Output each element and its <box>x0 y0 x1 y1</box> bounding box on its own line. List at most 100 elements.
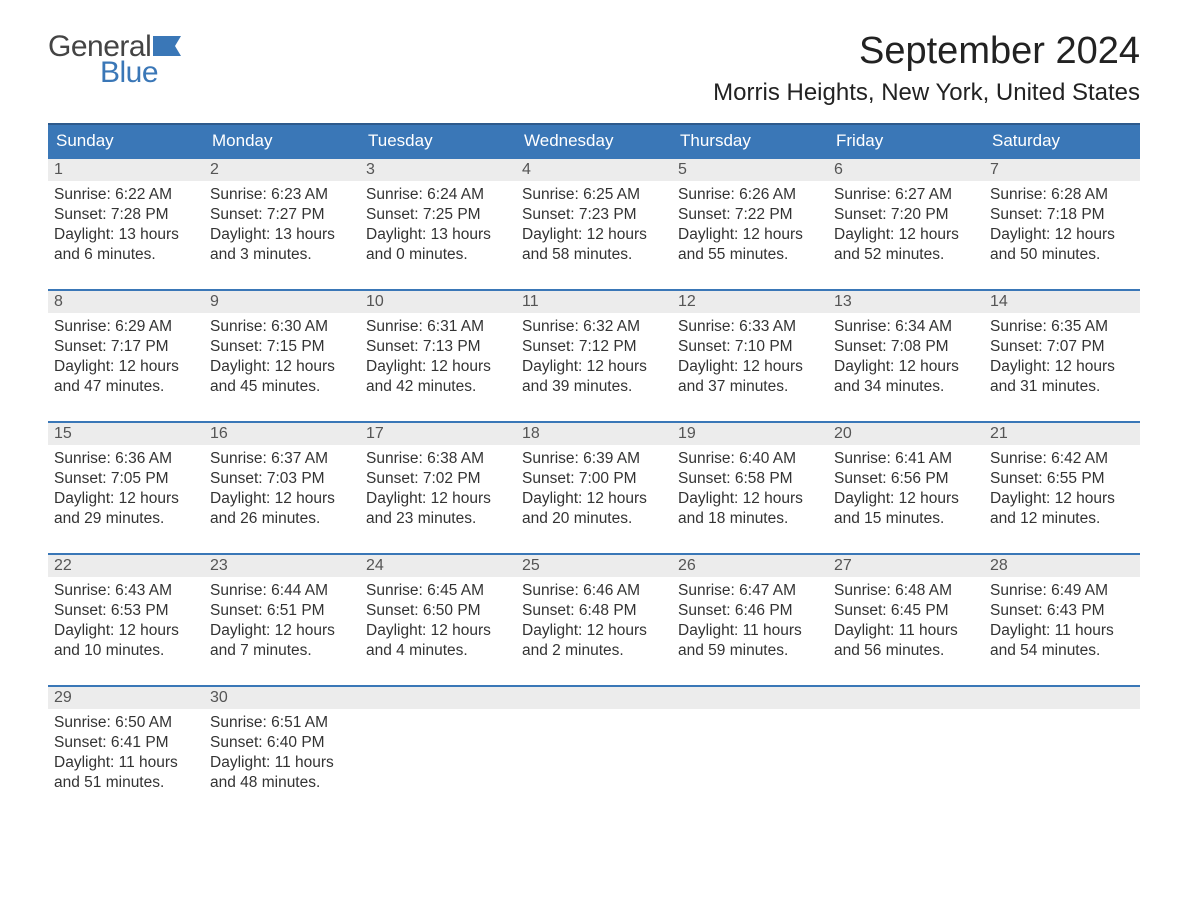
day-number <box>984 687 1140 709</box>
day-sunrise: Sunrise: 6:38 AM <box>366 449 510 469</box>
day-sunrise: Sunrise: 6:29 AM <box>54 317 198 337</box>
day-dl2: and 42 minutes. <box>366 377 510 397</box>
day-number: 30 <box>204 687 360 709</box>
day-number <box>672 687 828 709</box>
day-sunrise: Sunrise: 6:40 AM <box>678 449 822 469</box>
day-dl2: and 29 minutes. <box>54 509 198 529</box>
day-dl2: and 2 minutes. <box>522 641 666 661</box>
day-dl2: and 23 minutes. <box>366 509 510 529</box>
day-dl2: and 34 minutes. <box>834 377 978 397</box>
day-dl1: Daylight: 12 hours <box>990 489 1134 509</box>
dow-cell: Friday <box>828 125 984 157</box>
weeks-container: 1Sunrise: 6:22 AMSunset: 7:28 PMDaylight… <box>48 157 1140 797</box>
day-cell: 8Sunrise: 6:29 AMSunset: 7:17 PMDaylight… <box>48 291 204 401</box>
day-dl2: and 51 minutes. <box>54 773 198 793</box>
day-sunrise: Sunrise: 6:23 AM <box>210 185 354 205</box>
day-body: Sunrise: 6:40 AMSunset: 6:58 PMDaylight:… <box>672 445 828 530</box>
day-dl1: Daylight: 12 hours <box>366 621 510 641</box>
day-dl1: Daylight: 12 hours <box>678 489 822 509</box>
day-number: 27 <box>828 555 984 577</box>
day-sunset: Sunset: 6:58 PM <box>678 469 822 489</box>
day-body: Sunrise: 6:43 AMSunset: 6:53 PMDaylight:… <box>48 577 204 662</box>
day-dl2: and 47 minutes. <box>54 377 198 397</box>
week-row: 15Sunrise: 6:36 AMSunset: 7:05 PMDayligh… <box>48 421 1140 533</box>
day-body: Sunrise: 6:35 AMSunset: 7:07 PMDaylight:… <box>984 313 1140 398</box>
day-number: 8 <box>48 291 204 313</box>
day-sunset: Sunset: 7:20 PM <box>834 205 978 225</box>
day-dl2: and 58 minutes. <box>522 245 666 265</box>
dow-cell: Wednesday <box>516 125 672 157</box>
day-sunset: Sunset: 7:00 PM <box>522 469 666 489</box>
day-sunset: Sunset: 6:40 PM <box>210 733 354 753</box>
day-dl1: Daylight: 12 hours <box>366 489 510 509</box>
day-dl2: and 45 minutes. <box>210 377 354 397</box>
day-sunrise: Sunrise: 6:42 AM <box>990 449 1134 469</box>
day-sunrise: Sunrise: 6:24 AM <box>366 185 510 205</box>
empty-day-cell <box>984 687 1140 797</box>
day-body: Sunrise: 6:30 AMSunset: 7:15 PMDaylight:… <box>204 313 360 398</box>
day-dl1: Daylight: 11 hours <box>54 753 198 773</box>
day-number: 22 <box>48 555 204 577</box>
month-title: September 2024 <box>713 30 1140 73</box>
day-body: Sunrise: 6:31 AMSunset: 7:13 PMDaylight:… <box>360 313 516 398</box>
day-number: 16 <box>204 423 360 445</box>
day-sunrise: Sunrise: 6:46 AM <box>522 581 666 601</box>
day-body: Sunrise: 6:45 AMSunset: 6:50 PMDaylight:… <box>360 577 516 662</box>
day-sunrise: Sunrise: 6:45 AM <box>366 581 510 601</box>
day-cell: 4Sunrise: 6:25 AMSunset: 7:23 PMDaylight… <box>516 159 672 269</box>
day-sunset: Sunset: 7:18 PM <box>990 205 1134 225</box>
day-cell: 5Sunrise: 6:26 AMSunset: 7:22 PMDaylight… <box>672 159 828 269</box>
day-body: Sunrise: 6:24 AMSunset: 7:25 PMDaylight:… <box>360 181 516 266</box>
day-sunrise: Sunrise: 6:34 AM <box>834 317 978 337</box>
day-body: Sunrise: 6:49 AMSunset: 6:43 PMDaylight:… <box>984 577 1140 662</box>
day-sunset: Sunset: 7:17 PM <box>54 337 198 357</box>
day-cell: 29Sunrise: 6:50 AMSunset: 6:41 PMDayligh… <box>48 687 204 797</box>
day-dl2: and 39 minutes. <box>522 377 666 397</box>
day-dl1: Daylight: 13 hours <box>210 225 354 245</box>
day-sunset: Sunset: 7:08 PM <box>834 337 978 357</box>
day-dl2: and 7 minutes. <box>210 641 354 661</box>
day-dl2: and 15 minutes. <box>834 509 978 529</box>
day-dl2: and 55 minutes. <box>678 245 822 265</box>
day-body: Sunrise: 6:47 AMSunset: 6:46 PMDaylight:… <box>672 577 828 662</box>
day-sunset: Sunset: 7:07 PM <box>990 337 1134 357</box>
day-cell: 13Sunrise: 6:34 AMSunset: 7:08 PMDayligh… <box>828 291 984 401</box>
day-cell: 26Sunrise: 6:47 AMSunset: 6:46 PMDayligh… <box>672 555 828 665</box>
day-number: 13 <box>828 291 984 313</box>
day-dl2: and 56 minutes. <box>834 641 978 661</box>
logo: General Blue <box>48 30 181 90</box>
day-dl1: Daylight: 11 hours <box>678 621 822 641</box>
dow-cell: Thursday <box>672 125 828 157</box>
day-number: 24 <box>360 555 516 577</box>
day-dl1: Daylight: 12 hours <box>678 357 822 377</box>
day-cell: 1Sunrise: 6:22 AMSunset: 7:28 PMDaylight… <box>48 159 204 269</box>
day-dl2: and 50 minutes. <box>990 245 1134 265</box>
week-row: 1Sunrise: 6:22 AMSunset: 7:28 PMDaylight… <box>48 157 1140 269</box>
day-number: 21 <box>984 423 1140 445</box>
day-cell: 16Sunrise: 6:37 AMSunset: 7:03 PMDayligh… <box>204 423 360 533</box>
day-sunset: Sunset: 7:10 PM <box>678 337 822 357</box>
day-dl1: Daylight: 13 hours <box>54 225 198 245</box>
day-body: Sunrise: 6:34 AMSunset: 7:08 PMDaylight:… <box>828 313 984 398</box>
day-body: Sunrise: 6:22 AMSunset: 7:28 PMDaylight:… <box>48 181 204 266</box>
day-body: Sunrise: 6:29 AMSunset: 7:17 PMDaylight:… <box>48 313 204 398</box>
day-sunrise: Sunrise: 6:33 AM <box>678 317 822 337</box>
location-subtitle: Morris Heights, New York, United States <box>713 79 1140 107</box>
day-sunset: Sunset: 6:50 PM <box>366 601 510 621</box>
day-sunset: Sunset: 7:27 PM <box>210 205 354 225</box>
day-body: Sunrise: 6:42 AMSunset: 6:55 PMDaylight:… <box>984 445 1140 530</box>
day-sunrise: Sunrise: 6:41 AM <box>834 449 978 469</box>
empty-day-cell <box>828 687 984 797</box>
day-sunset: Sunset: 7:03 PM <box>210 469 354 489</box>
day-sunset: Sunset: 7:22 PM <box>678 205 822 225</box>
day-sunset: Sunset: 7:28 PM <box>54 205 198 225</box>
day-body: Sunrise: 6:25 AMSunset: 7:23 PMDaylight:… <box>516 181 672 266</box>
day-dl1: Daylight: 12 hours <box>54 357 198 377</box>
day-dl2: and 59 minutes. <box>678 641 822 661</box>
day-number: 11 <box>516 291 672 313</box>
title-block: September 2024 Morris Heights, New York,… <box>713 30 1140 107</box>
day-number <box>516 687 672 709</box>
day-number: 15 <box>48 423 204 445</box>
day-sunrise: Sunrise: 6:44 AM <box>210 581 354 601</box>
day-dl1: Daylight: 11 hours <box>990 621 1134 641</box>
